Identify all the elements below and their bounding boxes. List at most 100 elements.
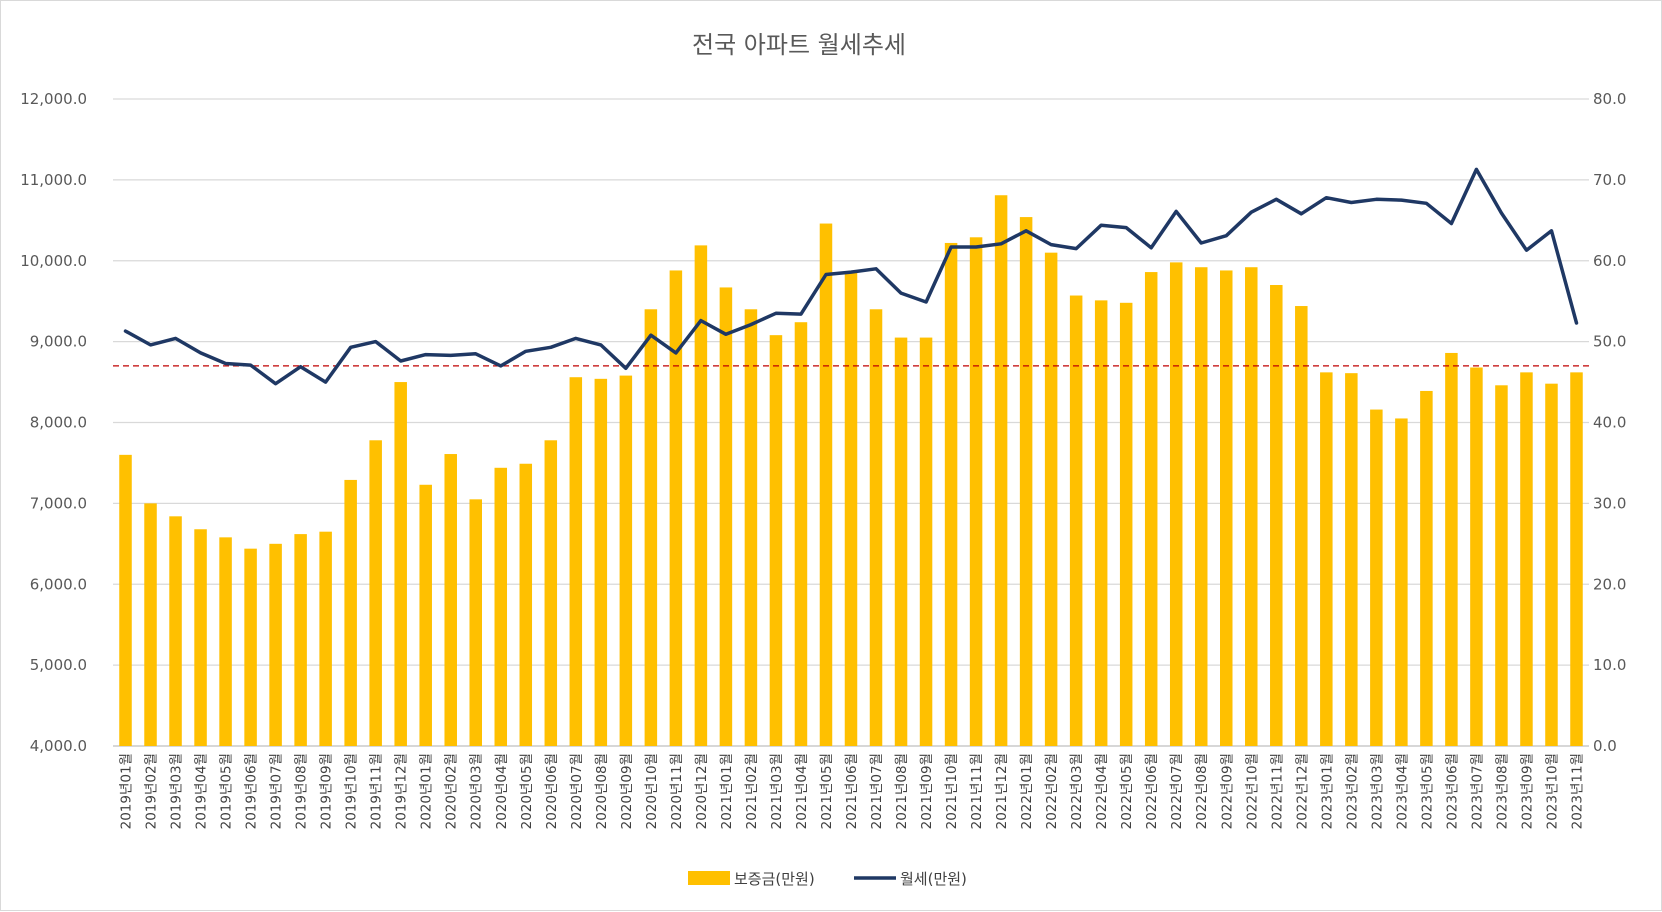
left-axis-tick-label: 4,000.0 [30,737,87,755]
deposit-bar [319,531,332,746]
x-axis-tick-label: 2021년01월 [719,753,735,829]
left-axis-tick-label: 12,000.0 [20,90,87,108]
x-axis-ticks: 2019년01월 2019년02월 2019년03월 2019년04월 2019년05월… [119,753,1586,829]
x-axis-tick-label: 2019년08월 [294,753,310,829]
x-axis-tick-label: 2023년03월 [1369,753,1385,829]
x-axis-tick-label: 2023년01월 [1319,753,1335,829]
x-axis-tick-label: 2019년10월 [344,753,360,829]
rent-line [123,167,1579,386]
deposit-bar [769,335,783,746]
legend-label-deposit: 보증금(만원) [734,870,815,888]
left-axis-tick-label: 8,000.0 [30,414,87,432]
right-axis-tick-label: 80.0 [1593,90,1626,108]
deposit-bar [1420,390,1433,746]
chart-title: 전국 아파트 월세추세 [692,31,906,59]
deposit-bar [744,309,758,746]
x-axis-tick-label: 2019년05월 [219,753,235,829]
x-axis-tick-label: 2023년07월 [1469,753,1485,829]
deposit-bar [619,375,633,746]
x-axis-tick-label: 2023년02월 [1344,753,1360,829]
x-axis-tick-label: 2022년10월 [1244,753,1260,829]
deposit-bar [1069,295,1083,746]
deposit-bar [669,270,683,746]
x-axis-tick-label: 2021년10월 [944,753,960,829]
right-axis-tick-label: 10.0 [1593,656,1626,674]
x-axis-tick-label: 2022년07월 [1169,753,1185,829]
x-axis-tick-label: 2020년11월 [669,753,685,829]
deposit-bar [694,245,708,747]
deposit-bar [1495,385,1508,746]
x-axis-tick-label: 2020년12월 [694,753,710,829]
x-axis-tick-label: 2020년07월 [569,753,585,829]
deposit-bar [169,516,182,746]
deposit-bar [469,499,482,746]
x-axis-tick-label: 2021년11월 [969,753,985,829]
x-axis-tick-label: 2022년01월 [1019,753,1035,829]
deposit-bar [194,529,207,746]
x-axis-tick-label: 2021년05월 [819,753,835,829]
x-axis-tick-label: 2020년09월 [619,753,635,829]
x-axis-tick-label: 2020년05월 [519,753,535,829]
deposit-bar [1094,300,1108,746]
legend-swatch-deposit [688,871,730,885]
x-axis-tick-label: 2020년06월 [544,753,560,829]
deposit-bar [1169,262,1183,746]
deposit-bar [1470,367,1483,746]
x-axis-tick-label: 2021년02월 [744,753,760,829]
x-axis-tick-label: 2019년03월 [169,753,185,829]
left-axis-tick-label: 10,000.0 [20,252,87,270]
x-axis-tick-label: 2022년11월 [1269,753,1285,829]
x-axis-tick-label: 2020년08월 [594,753,610,829]
x-axis-tick-label: 2023년10월 [1544,753,1560,829]
deposit-bar [1270,285,1283,746]
deposit-bar [1345,373,1358,746]
deposit-bar [344,479,357,746]
deposit-bar [594,378,608,746]
x-axis-tick-label: 2023년11월 [1569,753,1585,829]
x-axis-tick-label: 2020년02월 [444,753,460,829]
deposit-bar [819,223,833,747]
deposit-bar [1019,217,1033,746]
deposit-bar [1395,418,1408,746]
x-axis-tick-label: 2023년06월 [1444,753,1460,829]
x-axis-tick-label: 2020년01월 [419,753,435,829]
deposit-bar [869,309,883,746]
x-axis-tick-label: 2021년04월 [794,753,810,829]
x-axis-tick-label: 2021년07월 [869,753,885,829]
deposit-bar [844,272,858,746]
deposit-bar [1119,302,1133,746]
deposit-bar [369,440,382,746]
left-axis-tick-label: 7,000.0 [30,494,87,512]
x-axis-tick-label: 2020년10월 [644,753,660,829]
left-axis-tick-label: 11,000.0 [20,171,87,189]
deposit-bar [419,484,432,746]
deposit-bar [719,287,733,746]
x-axis-tick-label: 2019년12월 [394,753,410,829]
legend: 보증금(만원) 월세(만원) [688,870,967,888]
deposit-bar [444,454,457,746]
deposit-bar [1370,409,1383,746]
right-axis-tick-label: 60.0 [1593,252,1626,270]
right-axis-tick-label: 40.0 [1593,414,1626,432]
x-axis-tick-label: 2022년05월 [1119,753,1135,829]
deposit-bar [244,548,257,746]
x-axis-tick-label: 2021년12월 [994,753,1010,829]
x-axis-tick-label: 2021년06월 [844,753,860,829]
x-axis-tick-label: 2022년09월 [1219,753,1235,829]
deposit-bar [1194,267,1208,746]
deposit-bar [219,537,232,746]
deposit-bar [794,322,808,746]
x-axis-tick-label: 2019년06월 [244,753,260,829]
x-axis-tick-label: 2022년12월 [1294,753,1310,829]
x-axis-tick-label: 2022년02월 [1044,753,1060,829]
x-axis-tick-label: 2022년08월 [1194,753,1210,829]
deposit-bar [644,309,658,746]
deposit-bar [944,242,958,746]
left-axis-tick-label: 6,000.0 [30,575,87,593]
x-axis-tick-label: 2020년04월 [494,753,510,829]
right-axis-ticks: 0.0 10.0 20.0 30.0 40.0 50.0 60.0 70.0 80.0 [1593,90,1626,755]
deposit-bar [1520,372,1533,746]
x-axis-tick-label: 2022년03월 [1069,753,1085,829]
